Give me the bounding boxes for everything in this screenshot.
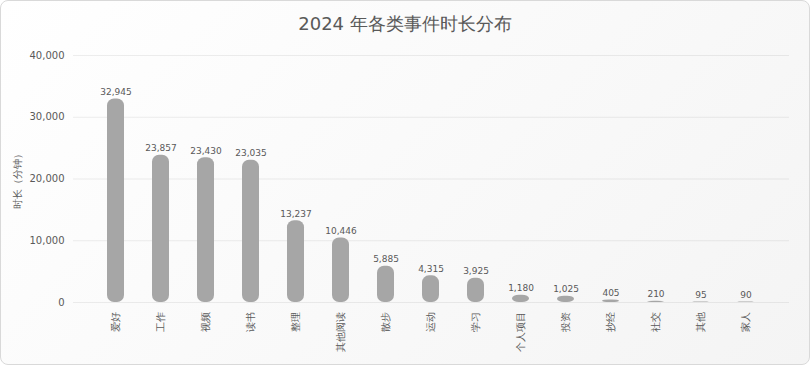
svg-text:23,430: 23,430: [190, 146, 222, 156]
svg-text:210: 210: [647, 289, 664, 299]
svg-text:23,035: 23,035: [235, 148, 267, 158]
svg-text:3,925: 3,925: [463, 266, 489, 276]
svg-text:90: 90: [740, 290, 752, 300]
svg-text:20,000: 20,000: [30, 173, 65, 184]
svg-text:读书: 读书: [245, 312, 256, 332]
svg-text:30,000: 30,000: [30, 111, 65, 122]
svg-text:运动: 运动: [425, 312, 436, 332]
svg-text:32,945: 32,945: [100, 87, 132, 97]
svg-text:其他阅读: 其他阅读: [335, 312, 346, 352]
svg-text:13,237: 13,237: [280, 209, 312, 219]
svg-text:家人: 家人: [740, 312, 751, 332]
svg-text:视频: 视频: [200, 312, 211, 332]
svg-text:散步: 散步: [380, 312, 391, 332]
svg-text:投资: 投资: [560, 312, 571, 333]
svg-text:爱好: 爱好: [110, 312, 121, 332]
svg-text:学习: 学习: [470, 312, 481, 332]
svg-text:0: 0: [58, 297, 64, 308]
svg-text:40,000: 40,000: [30, 50, 65, 61]
svg-text:1,025: 1,025: [553, 284, 579, 294]
svg-text:5,885: 5,885: [373, 254, 399, 264]
svg-text:时长（分钟）: 时长（分钟）: [12, 149, 23, 209]
svg-text:10,446: 10,446: [325, 226, 357, 236]
html-text:2024 年各类事件时长分布: 2024 年各类事件时长分布: [298, 13, 512, 34]
svg-text:整理: 整理: [290, 312, 301, 332]
svg-text:工作: 工作: [155, 312, 166, 332]
svg-text:1,180: 1,180: [508, 283, 534, 293]
svg-text:其他: 其他: [695, 312, 706, 332]
svg-text:95: 95: [695, 290, 706, 300]
svg-text:个人项目: 个人项目: [515, 312, 526, 352]
svg-text:抄经: 抄经: [605, 312, 616, 332]
svg-text:23,857: 23,857: [145, 143, 177, 153]
svg-text:10,000: 10,000: [30, 235, 65, 246]
svg-text:405: 405: [602, 288, 619, 298]
svg-text:社交: 社交: [650, 312, 661, 332]
svg-text:4,315: 4,315: [418, 264, 444, 274]
